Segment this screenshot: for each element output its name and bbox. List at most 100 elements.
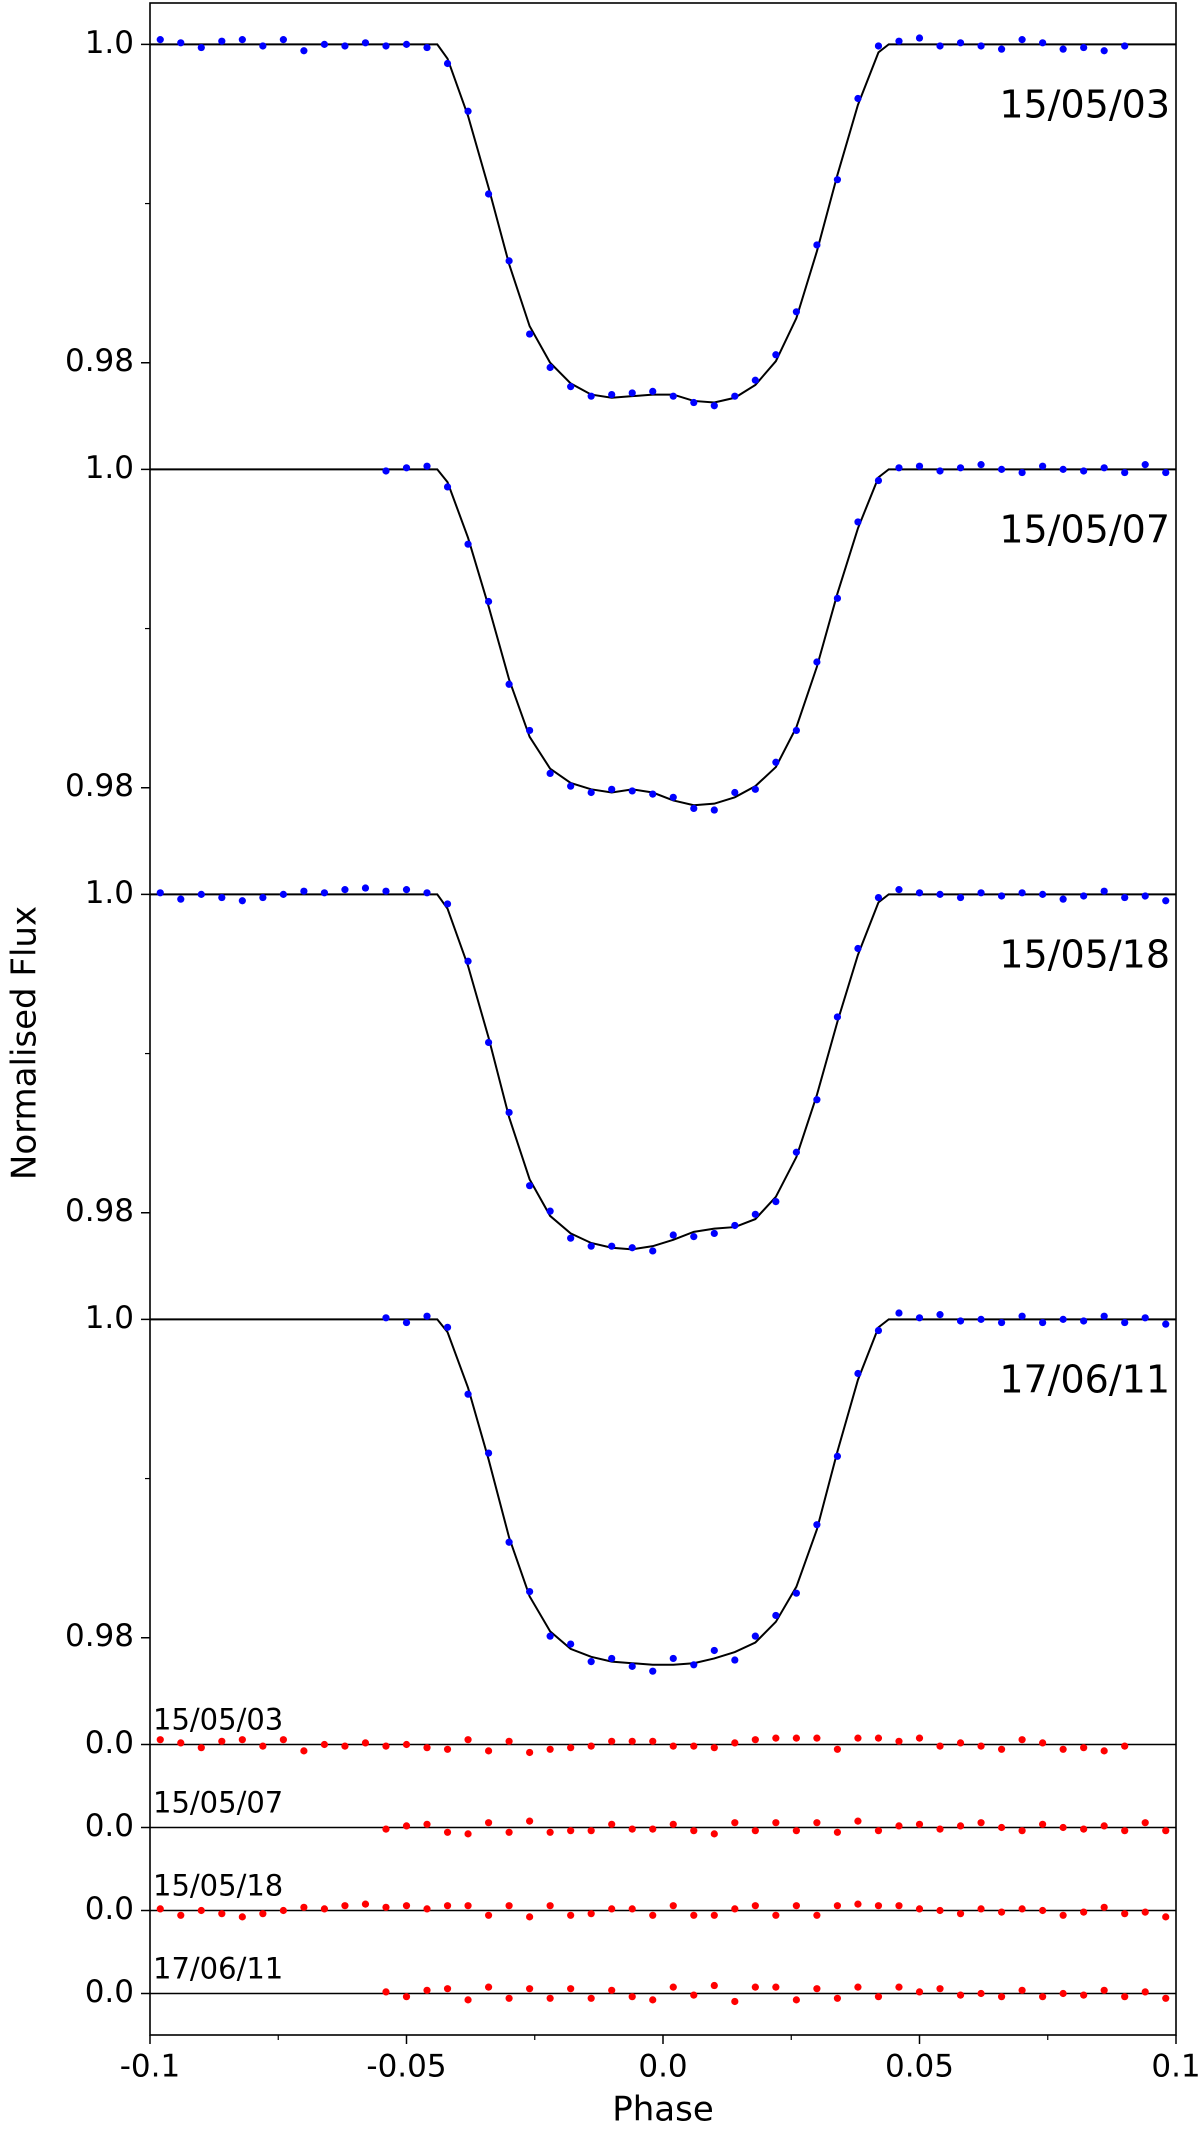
residual-label: 15/05/18 [153, 1868, 283, 1902]
data-point [1080, 467, 1088, 475]
data-point [1162, 897, 1170, 905]
data-point [1059, 895, 1067, 903]
data-point [382, 467, 390, 475]
residual-point [710, 1911, 718, 1919]
data-point [813, 1521, 821, 1529]
data-point [402, 464, 411, 472]
residual-point [341, 1902, 349, 1910]
y-tick-label: 0.98 [65, 1193, 134, 1229]
data-point [484, 1449, 493, 1457]
residual-point [710, 1744, 718, 1752]
residual-point [1100, 1747, 1108, 1755]
residual-point [567, 1827, 575, 1835]
residual-point [443, 1828, 452, 1836]
data-point [751, 376, 759, 384]
data-point [197, 43, 205, 52]
residual-point [772, 1819, 780, 1827]
residual-point [669, 1983, 677, 1991]
residual-point [669, 1742, 677, 1750]
residual-point [874, 1993, 883, 2001]
data-point [1100, 887, 1108, 895]
data-point [751, 1210, 759, 1218]
data-point [833, 1452, 842, 1460]
data-point [1141, 892, 1149, 900]
data-point [1100, 1312, 1108, 1320]
data-point [587, 392, 595, 400]
x-tick-label: 0.1 [1151, 2049, 1200, 2085]
residual-point [443, 1745, 452, 1753]
data-point [874, 893, 883, 902]
data-point [320, 889, 329, 897]
residual-point [587, 1910, 595, 1918]
y-tick-label: 0.98 [65, 1618, 134, 1654]
data-point [772, 1197, 780, 1206]
residual-point [382, 1988, 390, 1996]
data-point [402, 886, 411, 894]
data-point [1059, 1315, 1067, 1323]
residual-point [751, 1827, 759, 1835]
panel-label: 15/05/03 [999, 83, 1170, 127]
data-point [1080, 1317, 1088, 1325]
residual-point [382, 1825, 390, 1833]
data-point [772, 1611, 780, 1620]
data-point [526, 726, 534, 735]
data-point [402, 40, 411, 48]
residual-point [526, 1748, 534, 1757]
residual-point [587, 1827, 595, 1835]
residual-point [423, 1820, 431, 1828]
residual-label: 15/05/07 [153, 1785, 283, 1819]
data-point [833, 1013, 842, 1021]
residual-point [649, 1737, 657, 1745]
data-point [300, 47, 308, 55]
residual-point [505, 1902, 513, 1910]
residual-point [402, 1993, 411, 2001]
data-point [936, 1311, 944, 1319]
data-point [792, 1148, 800, 1156]
data-point [915, 889, 924, 897]
data-point [874, 476, 883, 485]
residual-point [423, 1986, 431, 1994]
residual-point [731, 1905, 739, 1913]
residual-point [567, 1911, 575, 1919]
y-tick-label: 0.98 [65, 343, 134, 379]
data-point [443, 59, 452, 68]
data-point [649, 1667, 657, 1675]
residual-point [813, 1911, 821, 1919]
residual-point [690, 1827, 698, 1835]
residual-point [197, 1744, 205, 1752]
residual-point [977, 1989, 985, 1998]
data-point [423, 889, 431, 897]
data-point [1018, 468, 1026, 477]
residual-point [608, 1986, 616, 1994]
data-point [361, 884, 370, 892]
data-point [587, 1658, 595, 1666]
data-point [1059, 465, 1067, 473]
residual-point [751, 1983, 759, 1991]
data-point [546, 1632, 554, 1640]
data-point [382, 42, 390, 50]
data-point [484, 1038, 493, 1047]
residual-point [772, 1983, 780, 1991]
residual-point [833, 1745, 842, 1753]
residual-point [915, 1905, 924, 1913]
data-point [567, 383, 575, 391]
residual-point [484, 1747, 493, 1755]
residual-point [710, 1830, 718, 1838]
residual-point [546, 1745, 554, 1753]
data-point [690, 1233, 698, 1241]
residual-point [1080, 1825, 1088, 1833]
data-point [895, 1309, 903, 1317]
data-point [1121, 1318, 1129, 1327]
data-point [649, 790, 657, 798]
data-point [608, 1654, 616, 1663]
data-point [341, 42, 349, 50]
data-point [854, 94, 862, 103]
data-point [731, 788, 739, 797]
residual-point [259, 1910, 267, 1918]
data-point [997, 892, 1006, 900]
data-point [156, 889, 164, 897]
residual-point [956, 1822, 965, 1830]
data-point [997, 1318, 1006, 1327]
data-point [279, 36, 287, 44]
